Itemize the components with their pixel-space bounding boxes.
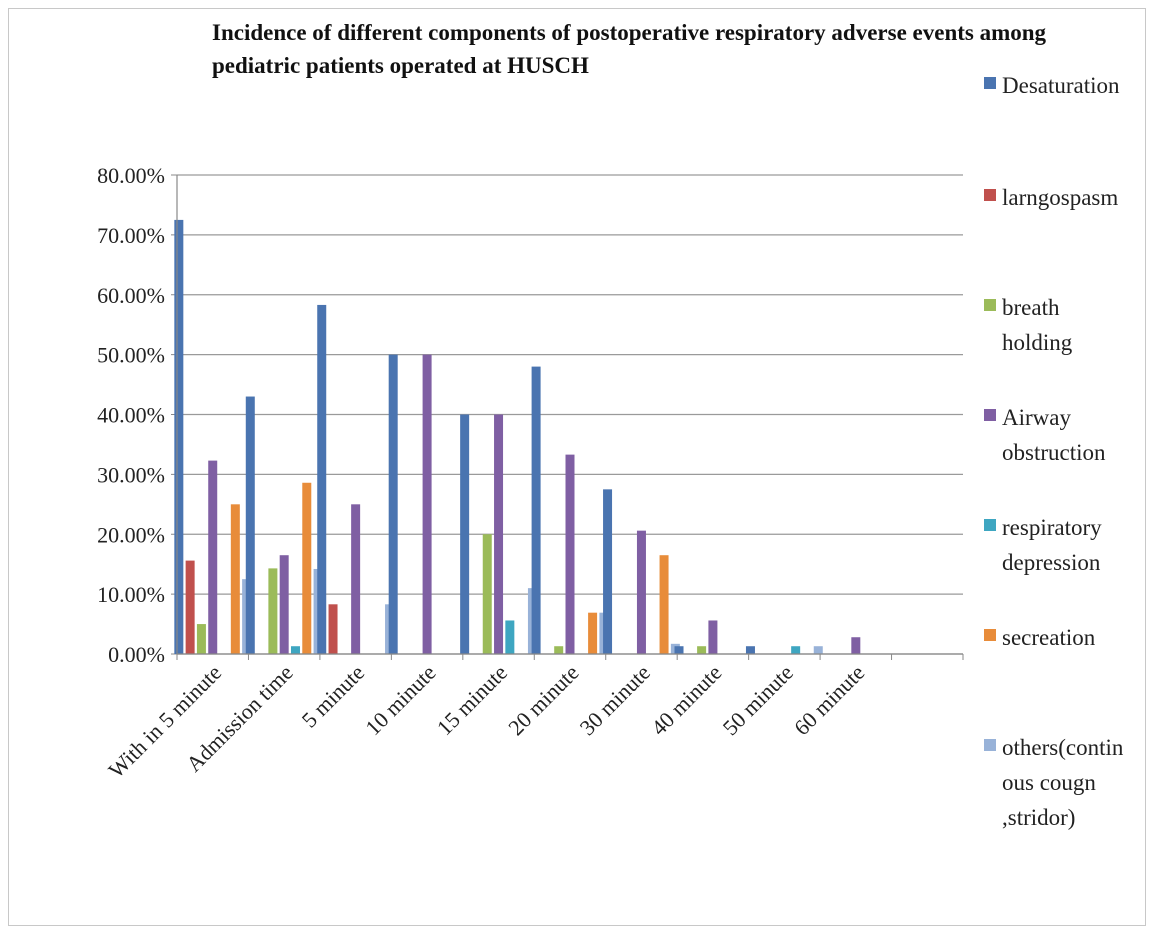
bar bbox=[208, 460, 218, 654]
bars bbox=[174, 219, 861, 654]
bar bbox=[388, 354, 398, 654]
bar bbox=[230, 504, 240, 654]
axes bbox=[176, 175, 964, 660]
legend-swatch bbox=[984, 189, 996, 201]
legend-item: others(contin ous cougn ,stridor) bbox=[984, 730, 1152, 835]
bar bbox=[302, 482, 312, 654]
bar bbox=[422, 354, 432, 654]
x-tick-label: 60 minute bbox=[789, 660, 869, 740]
y-tick-label: 10.00% bbox=[97, 582, 165, 607]
bar bbox=[482, 534, 492, 654]
bar bbox=[791, 646, 801, 654]
y-tick-label: 50.00% bbox=[97, 343, 165, 368]
x-tick-label: 20 minute bbox=[503, 660, 583, 740]
bar bbox=[745, 646, 755, 654]
x-tick-label: 30 minute bbox=[575, 660, 655, 740]
legend-swatch bbox=[984, 519, 996, 531]
bar bbox=[636, 530, 646, 654]
bar bbox=[196, 624, 206, 654]
bar bbox=[554, 646, 564, 654]
bar bbox=[317, 304, 327, 654]
bar bbox=[565, 454, 575, 654]
legend-swatch bbox=[984, 77, 996, 89]
bar bbox=[674, 646, 684, 654]
legend-item: Airway obstruction bbox=[984, 400, 1152, 470]
bar bbox=[505, 620, 515, 654]
legend-item: Desaturation bbox=[984, 68, 1152, 103]
bar bbox=[174, 219, 184, 654]
x-tick-label: 5 minute bbox=[297, 660, 370, 733]
legend-swatch bbox=[984, 739, 996, 751]
bar bbox=[588, 612, 598, 654]
legend-swatch bbox=[984, 299, 996, 311]
bar bbox=[603, 489, 613, 654]
y-tick-label: 30.00% bbox=[97, 462, 165, 487]
bar bbox=[351, 504, 361, 654]
bar bbox=[279, 555, 289, 654]
bar bbox=[328, 604, 338, 654]
x-tick-label: 50 minute bbox=[718, 660, 798, 740]
bar bbox=[268, 568, 278, 654]
bar bbox=[290, 646, 300, 654]
bar bbox=[460, 414, 470, 654]
x-tick-label: 15 minute bbox=[432, 660, 512, 740]
legend-item: secreation bbox=[984, 620, 1152, 655]
legend-item: larngospasm bbox=[984, 180, 1152, 215]
bar bbox=[185, 560, 195, 654]
chart-title: Incidence of different components of pos… bbox=[212, 20, 1047, 78]
chart-frame bbox=[8, 8, 1146, 926]
legend-label: Desaturation bbox=[1002, 73, 1120, 98]
y-tick-label: 60.00% bbox=[97, 283, 165, 308]
legend-label: respiratory depression bbox=[1002, 515, 1102, 575]
legend-item: respiratory depression bbox=[984, 510, 1152, 580]
legend-item: breath holding bbox=[984, 290, 1152, 360]
legend-label: others(contin ous cougn ,stridor) bbox=[1002, 735, 1124, 830]
x-tick-label: 40 minute bbox=[646, 660, 726, 740]
legend-swatch bbox=[984, 629, 996, 641]
y-tick-label: 40.00% bbox=[97, 403, 165, 428]
legend-swatch bbox=[984, 409, 996, 421]
y-tick-label: 0.00% bbox=[108, 642, 165, 667]
bar bbox=[708, 620, 718, 654]
y-tick-label: 70.00% bbox=[97, 223, 165, 248]
bar bbox=[659, 555, 669, 654]
bar bbox=[494, 414, 504, 654]
legend-label: larngospasm bbox=[1002, 185, 1119, 210]
legend-label: Airway obstruction bbox=[1002, 405, 1106, 465]
bar bbox=[245, 396, 255, 654]
legend-label: secreation bbox=[1002, 625, 1096, 650]
bar bbox=[697, 646, 707, 654]
bar bbox=[851, 637, 861, 654]
x-tick-label: 10 minute bbox=[360, 660, 440, 740]
y-axis-ticks: 0.00% 10.00% 20.00% 30.00% 40.00% 50.00% 60.00… bbox=[97, 163, 165, 667]
y-tick-label: 80.00% bbox=[97, 163, 165, 188]
y-tick-label: 20.00% bbox=[97, 522, 165, 547]
bar bbox=[813, 646, 823, 654]
bar bbox=[531, 366, 541, 654]
legend-label: breath holding bbox=[1002, 295, 1073, 355]
